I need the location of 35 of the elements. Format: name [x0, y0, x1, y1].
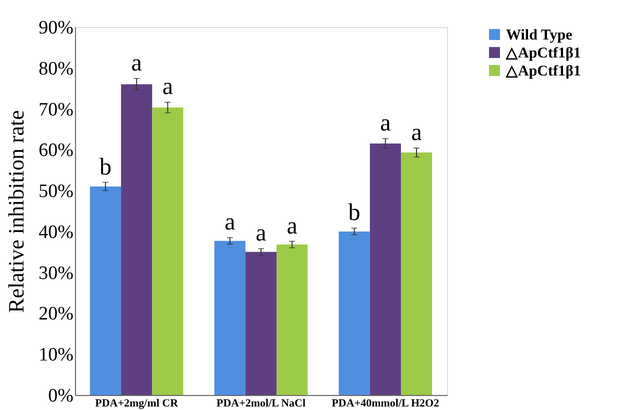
y-tick-label: 50%: [38, 181, 74, 202]
y-tick-label: 90%: [38, 18, 74, 38]
y-tick-label: 40%: [38, 222, 74, 243]
bar: [370, 144, 401, 395]
annotation: a: [286, 213, 298, 240]
x-tick-label: PDA+2mg/ml CR: [95, 398, 180, 410]
bar: [338, 231, 370, 395]
bar: [245, 252, 277, 395]
y-tick-label: 10%: [38, 344, 74, 366]
annotation: a: [224, 210, 236, 236]
legend-label: Wild Type: [506, 28, 573, 44]
annotation: a: [256, 220, 267, 247]
bar: [214, 240, 246, 395]
bar: [400, 152, 432, 395]
annotation: a: [411, 120, 422, 146]
x-tick-label: PDA+2mol/L NaCl: [216, 398, 306, 410]
annotation: b: [99, 154, 112, 180]
y-tick-label: 60%: [38, 140, 74, 162]
annotation: b: [348, 200, 360, 226]
y-tick-label: 30%: [38, 262, 74, 284]
bar: [152, 108, 184, 395]
y-tick-label: 0%: [48, 386, 74, 406]
annotation: a: [162, 74, 174, 100]
x-tick-label: PDA+40mmol/L H2O2: [332, 398, 440, 410]
bar: [276, 244, 308, 395]
y-axis-title: Relative inhibition rate: [4, 110, 29, 313]
bar: [90, 186, 122, 395]
legend-label: △ApCtf1β1: [505, 64, 581, 80]
bar: [121, 84, 152, 395]
annotation: a: [380, 110, 392, 137]
legend-label: △ApCtf1β1: [505, 46, 581, 62]
annotation: a: [131, 50, 142, 77]
y-tick-label: 80%: [38, 58, 74, 80]
y-tick-label: 20%: [38, 304, 74, 325]
y-tick-label: 70%: [38, 99, 74, 120]
